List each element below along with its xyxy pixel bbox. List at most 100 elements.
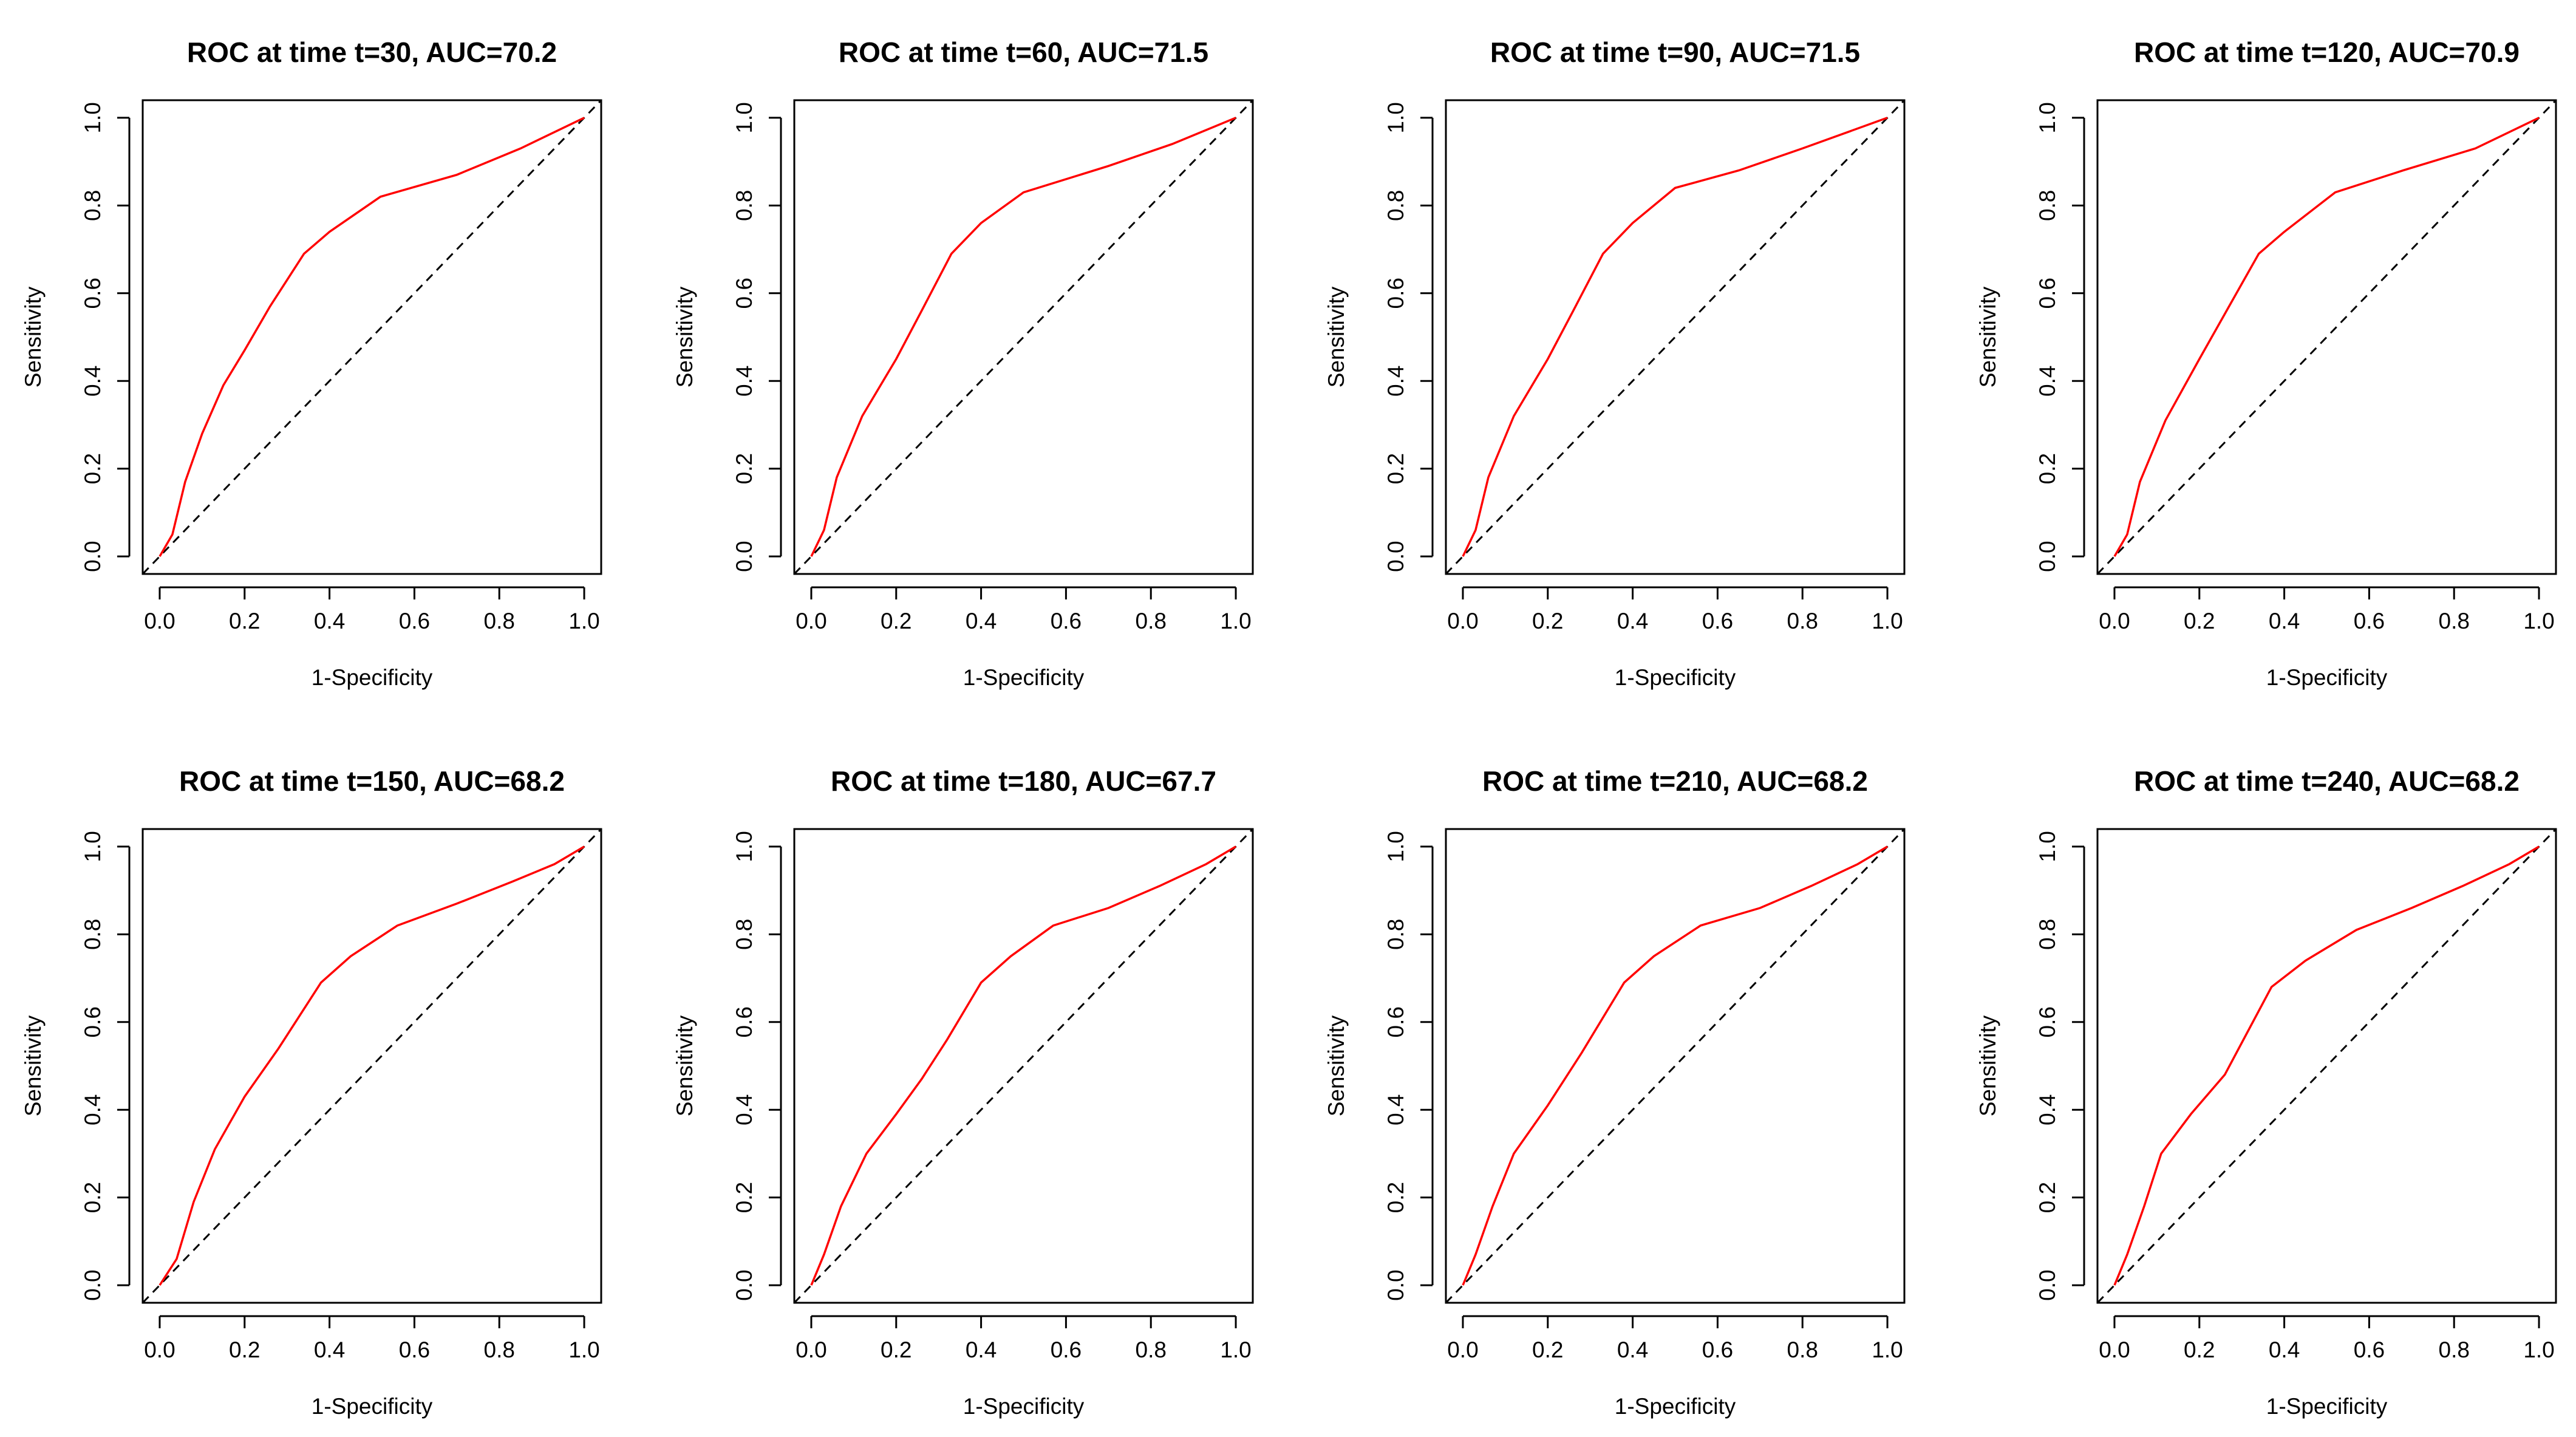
x-tick-label: 0.8 [1136,1337,1167,1362]
x-tick-label: 0.2 [2184,1337,2215,1362]
x-tick-label: 0.0 [1447,1337,1478,1362]
x-tick-label: 0.0 [144,1337,175,1362]
y-tick-label: 1.0 [732,102,757,133]
x-tick-label: 0.0 [2099,1337,2130,1362]
x-tick-label: 0.4 [2269,609,2300,633]
x-tick-label: 0.6 [1702,609,1733,633]
x-tick-label: 0.0 [144,609,175,633]
y-tick-label: 1.0 [1383,102,1408,133]
y-tick-label: 0.2 [1383,1182,1408,1213]
y-tick-label: 0.2 [2035,1182,2060,1213]
x-tick-label: 0.2 [2184,609,2215,633]
reference-diagonal-line [141,828,602,1304]
x-tick-label: 0.6 [2354,1337,2385,1362]
y-tick-label: 0.6 [80,1006,105,1037]
y-tick-label: 0.4 [2035,366,2060,397]
plot-frame [141,828,602,1304]
x-tick-label: 0.2 [881,609,911,633]
x-tick-label: 0.8 [1136,609,1167,633]
y-axis-label: Sensitivity [21,286,46,387]
y-tick-label: 0.8 [732,190,757,221]
y-tick-label: 0.4 [2035,1094,2060,1125]
roc-curve-line [158,845,585,1286]
y-tick-label: 0.6 [732,278,757,309]
y-tick-label: 1.0 [80,831,105,862]
x-tick-label: 0.4 [2269,1337,2300,1362]
y-tick-label: 0.8 [2035,919,2060,950]
x-tick-label: 1.0 [568,1337,599,1362]
y-tick-label: 0.4 [1383,1094,1408,1125]
y-tick-label: 0.4 [80,366,105,397]
reference-diagonal-line [141,99,602,575]
y-axis-label: Sensitivity [1975,1015,2000,1116]
roc-curve-line [1462,845,1888,1286]
x-tick-label: 0.6 [2354,609,2385,633]
x-tick-label: 0.6 [1051,609,1082,633]
y-tick-label: 0.6 [732,1006,757,1037]
y-tick-label: 0.0 [732,541,757,572]
reference-diagonal-line [2096,99,2557,575]
y-tick-label: 0.8 [80,919,105,950]
reference-diagonal-line [793,99,1254,575]
x-tick-label: 0.6 [1702,1337,1733,1362]
y-tick-label: 0.0 [80,1269,105,1300]
roc-curve-line [810,845,1236,1286]
x-tick-label: 0.0 [796,1337,826,1362]
x-tick-label: 0.4 [314,609,345,633]
x-axis-label: 1-Specificity [963,665,1085,690]
x-tick-label: 0.6 [1051,1337,1082,1362]
y-tick-label: 1.0 [2035,831,2060,862]
y-tick-label: 0.6 [2035,278,2060,309]
x-tick-label: 0.2 [1532,609,1563,633]
reference-diagonal-line [793,828,1254,1304]
chart-title: ROC at time t=210, AUC=68.2 [1482,765,1868,797]
plot-frame [2096,828,2557,1304]
y-tick-label: 0.0 [732,1269,757,1300]
plot-frame [141,99,602,575]
roc-curve-line [2113,117,2540,557]
plot-frame [2096,99,2557,575]
x-axis-label: 1-Specificity [1615,665,1736,690]
roc-panel: ROC at time t=150, AUC=68.2 0.0 0.2 0.4 0.6 0… [21,765,602,1419]
y-axis-label: Sensitivity [1324,286,1349,387]
plot-frame [1445,99,1906,575]
roc-curve-line [810,117,1236,557]
y-tick-label: 0.6 [2035,1006,2060,1037]
x-tick-label: 0.4 [1617,1337,1648,1362]
reference-diagonal-line [1445,828,1906,1304]
y-tick-label: 0.4 [1383,366,1408,397]
x-tick-label: 0.0 [796,609,826,633]
y-tick-label: 0.4 [732,366,757,397]
chart-title: ROC at time t=150, AUC=68.2 [179,765,565,797]
roc-curve-line [1462,117,1888,557]
y-tick-label: 0.8 [1383,919,1408,950]
y-tick-label: 0.6 [1383,1006,1408,1037]
x-tick-label: 0.4 [966,1337,997,1362]
y-axis-label: Sensitivity [1324,1015,1349,1116]
plot-frame [1445,828,1906,1304]
x-tick-label: 0.4 [314,1337,345,1362]
x-tick-label: 0.2 [229,1337,260,1362]
x-tick-label: 0.8 [484,609,515,633]
y-tick-label: 0.0 [2035,541,2060,572]
chart-title: ROC at time t=30, AUC=70.2 [187,36,557,68]
x-tick-label: 1.0 [1872,609,1903,633]
x-tick-label: 1.0 [1872,1337,1903,1362]
x-axis-label: 1-Specificity [963,1394,1085,1419]
chart-title: ROC at time t=240, AUC=68.2 [2134,765,2520,797]
y-tick-label: 0.2 [732,453,757,484]
chart-title: ROC at time t=90, AUC=71.5 [1490,36,1860,68]
roc-curve-line [158,117,585,557]
y-tick-label: 0.8 [732,919,757,950]
x-tick-label: 1.0 [1220,1337,1251,1362]
x-tick-label: 1.0 [1220,609,1251,633]
y-tick-label: 0.0 [1383,1269,1408,1300]
x-tick-label: 0.8 [484,1337,515,1362]
x-axis-label: 1-Specificity [1615,1394,1736,1419]
y-tick-label: 0.2 [2035,453,2060,484]
plot-frame [793,99,1254,575]
roc-panel: ROC at time t=180, AUC=67.7 0.0 0.2 0.4 0.6 0… [672,765,1254,1419]
roc-panel: ROC at time t=30, AUC=70.2 0.0 0.2 0.4 0.6 0.… [21,36,602,690]
reference-diagonal-line [1445,99,1906,575]
chart-title: ROC at time t=180, AUC=67.7 [831,765,1216,797]
